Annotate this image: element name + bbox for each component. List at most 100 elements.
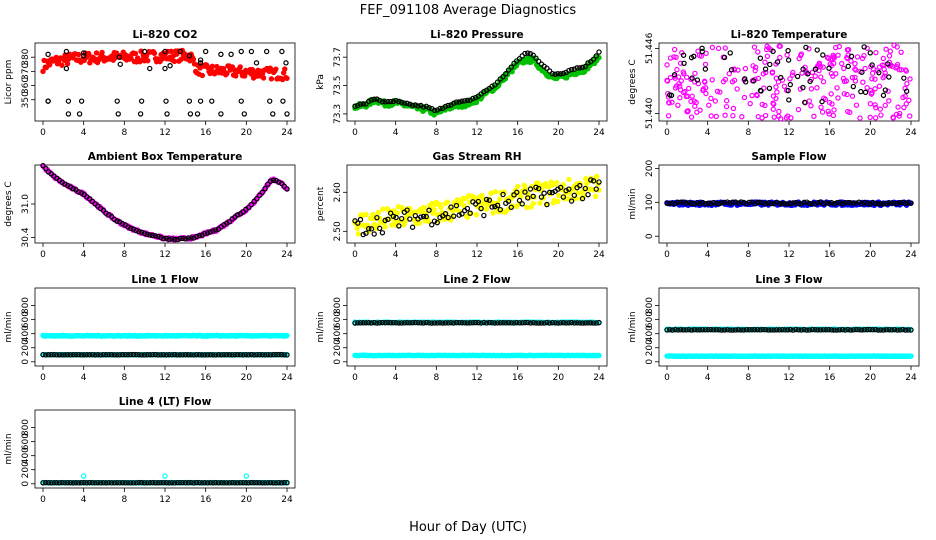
data-point [580, 193, 587, 199]
data-point [100, 207, 107, 214]
data-point [270, 111, 276, 117]
data-point [162, 48, 168, 55]
data-point [133, 227, 139, 234]
data-point [695, 48, 701, 54]
y-tick-label: 2.50 [333, 221, 343, 241]
x-tick-label: 12 [783, 373, 794, 383]
data-point [807, 78, 813, 85]
data-point [688, 114, 695, 120]
data-point [553, 179, 560, 186]
data-point [535, 58, 542, 65]
data-point [461, 98, 468, 104]
data-point [177, 235, 183, 242]
y-tick-label: 100 [645, 193, 655, 210]
data-point [885, 88, 891, 94]
points-pressure [352, 49, 602, 118]
data-point [880, 74, 886, 81]
panel-title: Line 1 Flow [131, 274, 198, 286]
data-point [888, 62, 894, 68]
data-point [708, 95, 714, 102]
data-point [680, 52, 687, 58]
series-average [352, 49, 602, 114]
data-point [387, 98, 394, 105]
data-point [829, 101, 835, 107]
data-point [438, 204, 444, 211]
data-point [785, 47, 791, 54]
data-point [260, 75, 267, 81]
data-point [385, 98, 391, 105]
x-tick-label: 0 [40, 373, 46, 383]
data-point [357, 101, 364, 107]
data-point [902, 67, 909, 73]
data-point [869, 70, 876, 76]
data-point [894, 61, 901, 68]
data-point [590, 187, 597, 193]
data-point [483, 206, 490, 212]
x-tick-label: 0 [664, 128, 670, 138]
data-point [730, 105, 737, 112]
data-point [415, 103, 421, 109]
data-point [845, 63, 851, 70]
data-point [166, 236, 172, 242]
data-point [284, 186, 290, 192]
data-point [241, 73, 248, 79]
data-point [774, 59, 781, 65]
data-point [828, 70, 835, 77]
data-point [147, 65, 153, 72]
x-tick-label: 0 [40, 495, 46, 505]
data-point [764, 53, 771, 59]
data-point [557, 71, 564, 77]
data-point [396, 98, 402, 105]
x-tick-label: 8 [121, 128, 127, 138]
x-tick-label: 12 [159, 495, 170, 505]
data-point [730, 113, 736, 119]
x-tick-label: 24 [281, 373, 293, 383]
data-point [762, 59, 768, 65]
y-tick-label: 380 [21, 48, 31, 65]
points-temperature [664, 42, 913, 122]
data-point [253, 60, 260, 66]
data-point [770, 106, 777, 112]
data-point [163, 98, 169, 104]
data-point [568, 66, 575, 73]
data-point [773, 84, 779, 90]
data-point [852, 66, 858, 72]
data-point [555, 71, 561, 77]
data-point [755, 113, 761, 120]
data-point [226, 219, 233, 225]
x-tick-label: 20 [553, 128, 565, 138]
panel-title: Line 4 (LT) Flow [119, 396, 212, 408]
data-point [876, 83, 883, 89]
data-point [906, 97, 912, 104]
data-point [376, 97, 383, 104]
data-point [665, 113, 672, 119]
x-tick-label: 20 [241, 495, 253, 505]
data-point [596, 187, 602, 193]
data-point [390, 98, 397, 105]
data-point [703, 90, 709, 97]
data-point [59, 62, 65, 68]
data-point [677, 60, 684, 66]
data-point [45, 98, 51, 104]
x-tick-label: 4 [705, 373, 711, 383]
data-point [593, 53, 599, 59]
data-point [160, 236, 167, 242]
data-point [677, 95, 683, 101]
data-point [65, 98, 72, 104]
data-point [45, 51, 51, 58]
data-point [368, 97, 375, 103]
data-point [814, 47, 820, 53]
data-point [850, 83, 857, 90]
data-point [826, 65, 832, 71]
data-point [371, 96, 377, 102]
data-point [750, 78, 757, 84]
data-point [812, 73, 818, 79]
data-point [251, 198, 257, 205]
data-point [70, 186, 76, 192]
y-tick-label: 2.60 [333, 182, 343, 202]
y-tick-label: 0 [21, 481, 31, 487]
data-point [213, 227, 219, 233]
data-point [844, 47, 851, 53]
